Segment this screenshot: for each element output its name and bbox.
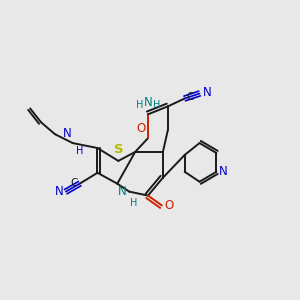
Text: N: N xyxy=(202,86,211,99)
Text: C: C xyxy=(70,178,78,188)
Text: H: H xyxy=(130,198,138,208)
Text: N: N xyxy=(63,127,72,140)
Text: O: O xyxy=(165,199,174,212)
Text: H: H xyxy=(153,100,160,110)
Text: S: S xyxy=(115,143,124,156)
Text: H: H xyxy=(136,100,143,110)
Text: N: N xyxy=(144,96,152,110)
Text: C: C xyxy=(187,92,194,103)
Text: N: N xyxy=(55,185,64,198)
Text: N: N xyxy=(219,165,228,178)
Text: O: O xyxy=(137,122,146,135)
Text: H: H xyxy=(76,146,83,156)
Text: N: N xyxy=(118,185,126,198)
